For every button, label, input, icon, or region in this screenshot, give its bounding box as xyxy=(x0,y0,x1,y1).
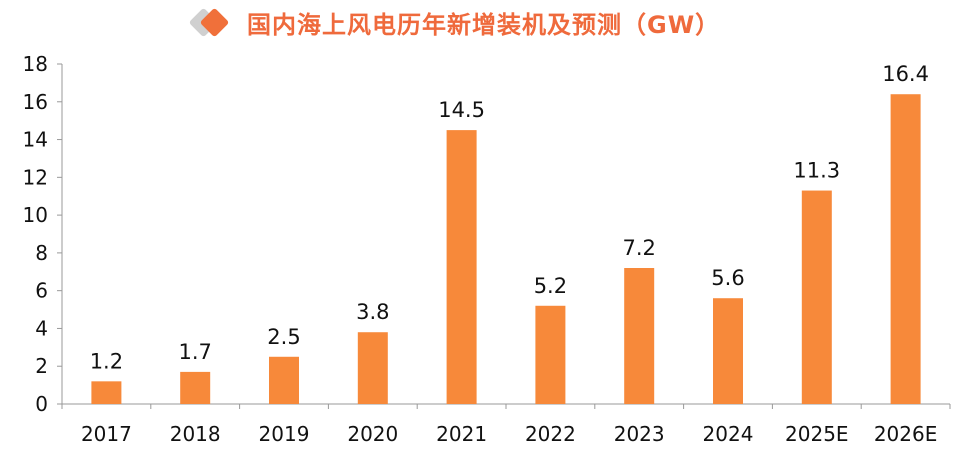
bar-2020 xyxy=(357,332,388,404)
bar-2023 xyxy=(624,268,655,404)
data-label: 7.2 xyxy=(622,236,655,260)
bar-2019 xyxy=(269,356,299,404)
y-tick-label: 6 xyxy=(35,279,48,303)
chart-header: 国内海上风电历年新增装机及预测（GW） xyxy=(188,4,720,40)
x-tick-label: 2025E xyxy=(785,422,849,446)
data-label: 1.7 xyxy=(178,340,211,364)
x-tick-label: 2026E xyxy=(874,422,938,446)
y-tick-label: 0 xyxy=(35,392,48,416)
x-tick-label: 2023 xyxy=(614,422,665,446)
y-tick-label: 18 xyxy=(23,52,48,76)
chart-title: 国内海上风电历年新增装机及预测（GW） xyxy=(247,10,721,39)
labels: 1.2 2017 1.7 2018 2.5 2019 3.8 2020 14.5 2021 5.2 2… xyxy=(81,62,937,446)
data-label: 11.3 xyxy=(793,159,840,183)
bar-2021 xyxy=(446,130,477,404)
data-label: 3.8 xyxy=(356,300,389,324)
y-tick-label: 8 xyxy=(35,241,48,265)
data-label: 1.2 xyxy=(90,349,123,373)
bars xyxy=(91,94,921,404)
data-label: 14.5 xyxy=(438,98,485,122)
data-label: 5.2 xyxy=(534,274,567,298)
bar-2026E xyxy=(890,94,921,404)
bar-2018 xyxy=(180,371,211,404)
y-tick-label: 16 xyxy=(23,90,48,114)
bar-2017 xyxy=(91,381,122,404)
bar-2022 xyxy=(535,305,566,404)
data-label: 2.5 xyxy=(267,325,300,349)
x-tick-label: 2024 xyxy=(703,422,754,446)
axes: 0 2 4 6 8 10 12 14 16 18 xyxy=(23,52,951,416)
y-tick-label: 2 xyxy=(35,354,48,378)
y-tick-label: 14 xyxy=(23,128,48,152)
x-tick-label: 2018 xyxy=(170,422,221,446)
data-label: 5.6 xyxy=(711,266,744,290)
bar-2024 xyxy=(713,298,743,404)
y-tick-label: 10 xyxy=(23,203,48,227)
x-tick-label: 2022 xyxy=(525,422,576,446)
y-tick-label: 12 xyxy=(23,165,48,189)
bar-2025E xyxy=(801,190,832,404)
x-tick-label: 2019 xyxy=(259,422,310,446)
data-label: 16.4 xyxy=(882,62,929,86)
x-tick-label: 2021 xyxy=(436,422,487,446)
x-tick-label: 2017 xyxy=(81,422,132,446)
y-tick-label: 4 xyxy=(35,316,48,340)
x-tick-label: 2020 xyxy=(347,422,398,446)
